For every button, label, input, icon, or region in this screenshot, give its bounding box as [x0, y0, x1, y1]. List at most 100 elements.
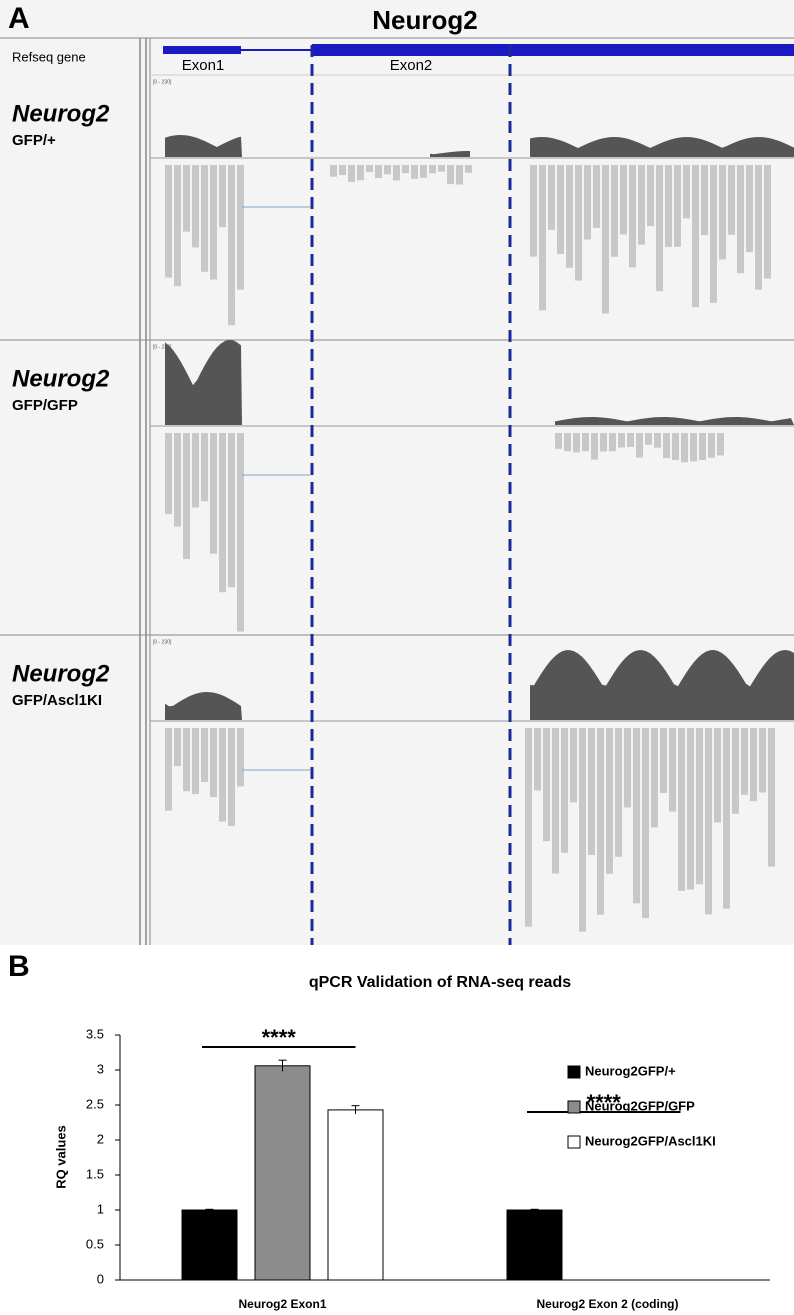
- x-tick-label: Neurog2 Exon 2 (coding): [536, 1297, 678, 1311]
- read-stack: [165, 433, 172, 514]
- track-genotype: GFP/+: [12, 132, 56, 149]
- read-stack: [714, 728, 721, 822]
- read-stack: [602, 165, 609, 313]
- read-stack: [201, 728, 208, 782]
- read-stack: [557, 165, 564, 254]
- read-stack: [201, 433, 208, 501]
- read-stack: [539, 165, 546, 310]
- y-tick-label: 0.5: [86, 1236, 104, 1251]
- read-stack: [687, 728, 694, 890]
- read-stack: [746, 165, 753, 252]
- read-stack: [192, 433, 199, 507]
- read-stack: [543, 728, 550, 841]
- read-stack: [219, 728, 226, 822]
- read-stack: [645, 433, 652, 445]
- read-stack: [611, 165, 618, 257]
- read-stack: [210, 165, 217, 280]
- read-stack: [411, 165, 418, 179]
- read-stack: [564, 433, 571, 451]
- read-stack: [665, 165, 672, 247]
- read-stack: [618, 433, 625, 448]
- read-stack: [570, 728, 577, 802]
- read-stack: [548, 165, 555, 230]
- read-stack: [636, 433, 643, 458]
- read-stack: [633, 728, 640, 903]
- read-stack: [674, 165, 681, 247]
- read-stack: [183, 433, 190, 559]
- read-stack: [575, 165, 582, 281]
- exon: [312, 44, 794, 56]
- read-stack: [701, 165, 708, 235]
- read-stack: [228, 165, 235, 325]
- read-stack: [429, 165, 436, 173]
- read-stack: [339, 165, 346, 175]
- x-tick-label: Neurog2 Exon1: [238, 1297, 326, 1311]
- bar: [182, 1210, 237, 1280]
- y-tick-label: 1: [97, 1201, 104, 1216]
- read-stack: [192, 728, 199, 794]
- y-tick-label: 3: [97, 1061, 104, 1076]
- bar: [328, 1110, 383, 1280]
- read-stack: [660, 728, 667, 793]
- read-stack: [530, 165, 537, 257]
- gene-title: Neurog2: [372, 5, 477, 35]
- figure: A Neurog2 Refseq gene Exon1 Exon2 Neurog…: [0, 0, 794, 1315]
- y-tick-label: 2.5: [86, 1096, 104, 1111]
- read-stack: [330, 165, 337, 177]
- read-stack: [579, 728, 586, 932]
- read-stack: [669, 728, 676, 812]
- read-stack: [620, 165, 627, 234]
- read-stack: [638, 165, 645, 245]
- read-stack: [228, 433, 235, 587]
- legend-label: Neurog2GFP/+: [585, 1063, 676, 1078]
- read-stack: [708, 433, 715, 458]
- read-stack: [555, 433, 562, 449]
- read-stack: [375, 165, 382, 178]
- read-stack: [447, 165, 454, 184]
- read-stack: [732, 728, 739, 814]
- read-stack: [201, 165, 208, 272]
- legend-label: Neurog2GFP/Ascl1KI: [585, 1133, 716, 1148]
- y-axis-label: RQ values: [53, 1125, 68, 1189]
- read-stack: [717, 433, 724, 455]
- read-stack: [357, 165, 364, 180]
- read-stack: [699, 433, 706, 460]
- significance-label: ****: [262, 1025, 297, 1050]
- read-stack: [651, 728, 658, 827]
- read-stack: [210, 433, 217, 554]
- chart-title: qPCR Validation of RNA-seq reads: [309, 974, 571, 991]
- read-stack: [552, 728, 559, 874]
- read-stack: [438, 165, 445, 172]
- read-stack: [174, 728, 181, 766]
- y-tick-label: 2: [97, 1131, 104, 1146]
- read-stack: [606, 728, 613, 874]
- read-stack: [210, 728, 217, 797]
- read-stack: [219, 433, 226, 592]
- read-stack: [690, 433, 697, 461]
- read-stack: [348, 165, 355, 182]
- read-stack: [768, 728, 775, 867]
- read-stack: [647, 165, 654, 226]
- read-stack: [573, 433, 580, 452]
- legend-swatch: [568, 1066, 580, 1078]
- exon-label: Exon1: [182, 57, 225, 74]
- legend-swatch: [568, 1101, 580, 1113]
- track-genotype: GFP/GFP: [12, 397, 78, 414]
- read-stack: [678, 728, 685, 891]
- read-stack: [741, 728, 748, 795]
- read-stack: [174, 165, 181, 286]
- read-stack: [465, 165, 472, 173]
- track-gene: Neurog2: [12, 365, 110, 392]
- legend-swatch: [568, 1136, 580, 1148]
- panel-label: B: [8, 950, 30, 983]
- read-stack: [366, 165, 373, 172]
- read-stack: [165, 728, 172, 811]
- read-stack: [710, 165, 717, 303]
- panel-label: A: [8, 2, 30, 35]
- read-stack: [705, 728, 712, 914]
- y-tick-label: 0: [97, 1271, 104, 1286]
- read-stack: [566, 165, 573, 268]
- read-stack: [615, 728, 622, 857]
- read-stack: [624, 728, 631, 807]
- read-stack: [237, 728, 244, 786]
